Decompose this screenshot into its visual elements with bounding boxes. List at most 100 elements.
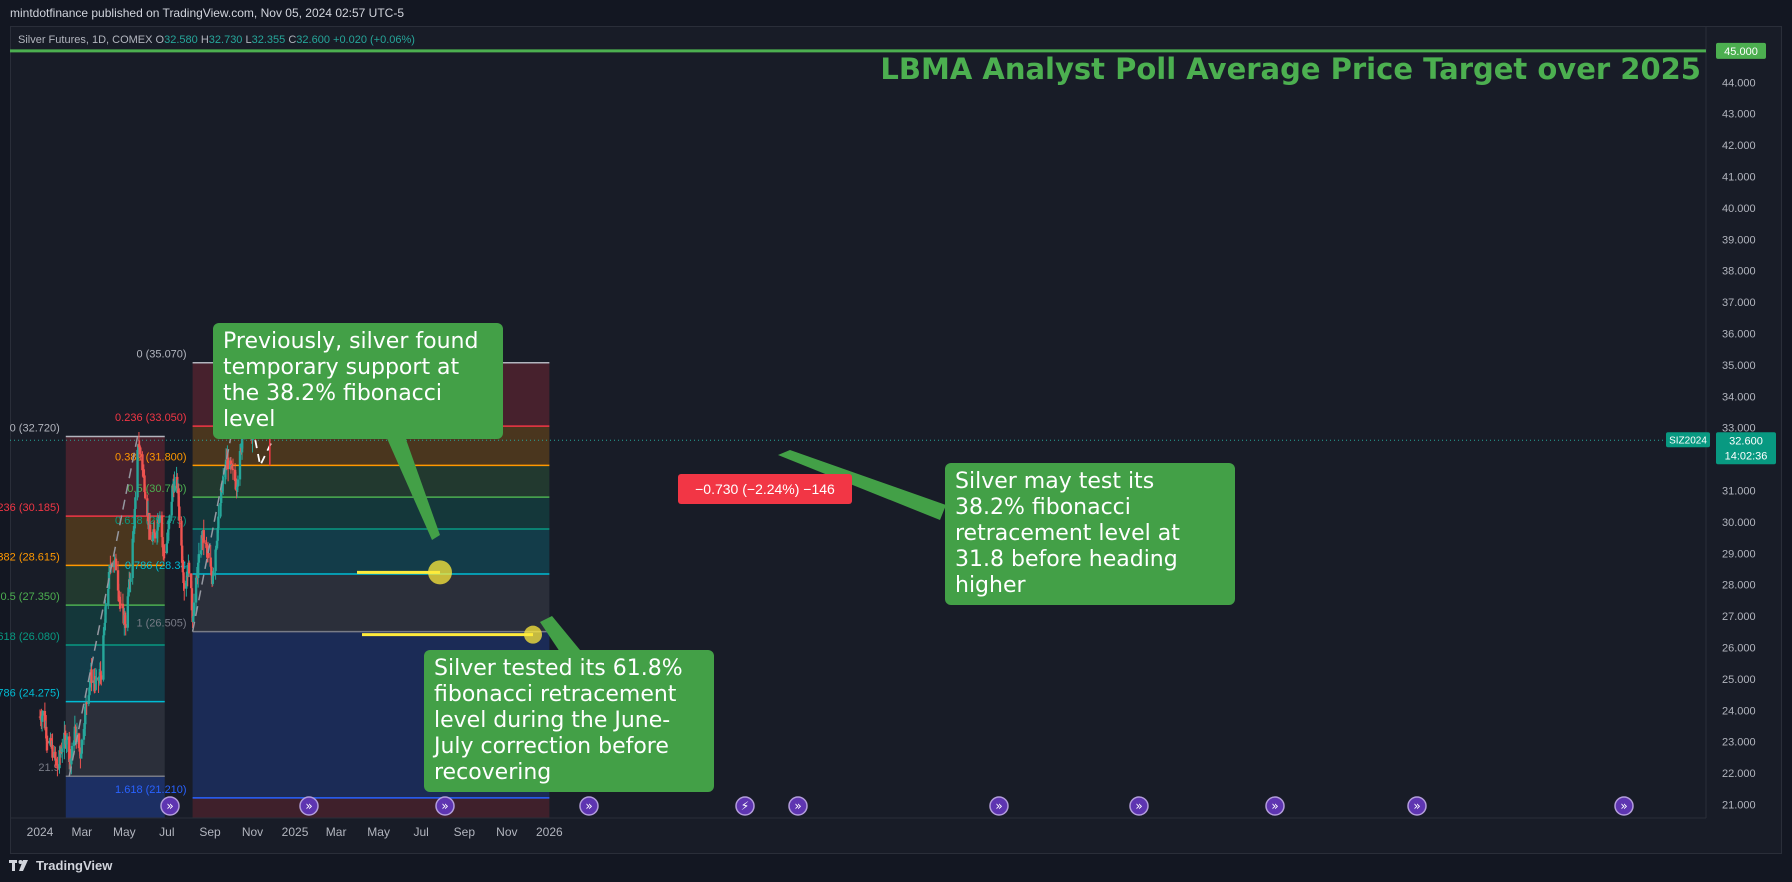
fib-zone (65, 644, 165, 702)
candle-body (137, 444, 141, 448)
last-price-badge (1716, 432, 1776, 465)
candle-body (238, 451, 242, 480)
x-tick-label: Nov (242, 825, 263, 839)
support-marker (428, 560, 452, 585)
candle-body (166, 540, 169, 544)
candle-body (112, 565, 116, 567)
candle-body (64, 734, 67, 745)
tradingview-logo-icon (9, 860, 28, 871)
symbol-legend: Silver Futures, 1D, COMEX O32.580 H32.73… (18, 34, 415, 46)
candle-body (161, 537, 164, 546)
candle-body (178, 506, 181, 521)
candle-body (215, 545, 218, 550)
candle-body (136, 449, 139, 498)
callout-pointer (778, 450, 946, 520)
candle-body (104, 605, 108, 607)
target-price-badge (1716, 42, 1766, 59)
y-tick-label: 42.000 (1722, 140, 1756, 152)
event-marker-icon (788, 796, 808, 816)
candle-body (118, 599, 122, 604)
candle-body (229, 460, 233, 466)
candle-body (221, 483, 224, 491)
event-marker-icon (435, 796, 455, 816)
candle-body (65, 736, 69, 740)
y-tick-label: 31.000 (1722, 486, 1756, 498)
candle-body (194, 577, 198, 603)
candle-body (139, 447, 142, 455)
candle-body (132, 530, 135, 539)
candle-body (155, 530, 159, 539)
candle-body (127, 579, 131, 593)
candle-body (187, 562, 191, 574)
candle-body (87, 695, 90, 704)
fib-zone (65, 605, 165, 645)
event-marker-glyph: » (585, 799, 592, 813)
candle-body (219, 490, 223, 504)
event-marker-glyph: » (1620, 799, 1627, 813)
fib-zone (192, 497, 550, 529)
candle-body (88, 687, 91, 696)
candle-body (117, 590, 120, 599)
candle-body (210, 566, 213, 576)
candle-body (83, 724, 86, 729)
brand-name: TradingView (36, 857, 113, 873)
candle-body (131, 538, 134, 579)
callout-pointer (540, 616, 580, 652)
candle-body (204, 542, 208, 544)
y-tick-label: 30.000 (1722, 517, 1756, 529)
event-marker-icon (989, 796, 1009, 816)
candle-body (127, 592, 130, 597)
y-tick-label: 22.000 (1722, 768, 1756, 780)
candle-body (104, 606, 107, 623)
low-label: L (245, 34, 252, 46)
y-tick-label: 23.000 (1722, 737, 1756, 749)
candle-body (211, 576, 215, 584)
candle-body (134, 497, 137, 509)
candle-body (182, 572, 185, 584)
y-tick-label: 37.000 (1722, 297, 1756, 309)
close-label: C (288, 34, 297, 46)
candle-body (73, 726, 77, 741)
footer-brand[interactable]: TradingView (8, 852, 112, 878)
event-marker-icon (1265, 796, 1285, 816)
fib-level-label: 0.382 (28.615) (0, 551, 60, 563)
candle-body (102, 635, 105, 680)
candle-body (94, 679, 97, 685)
open-label: O (155, 34, 165, 46)
fib-level-label: 0.5 (27.350) (0, 591, 59, 603)
y-tick-label: 36.000 (1722, 329, 1756, 341)
symbol-badge (1666, 432, 1710, 448)
candle-body (100, 675, 103, 680)
candle-body (231, 468, 235, 470)
candle-body (206, 547, 209, 553)
candle-body (153, 532, 157, 539)
candle-body (107, 588, 110, 606)
candle-body (63, 732, 67, 735)
candle-body (54, 758, 58, 760)
candle-body (79, 753, 83, 759)
candle-body (132, 528, 136, 531)
candle-body (197, 554, 201, 563)
candle-body (68, 736, 71, 762)
event-marker-glyph: » (441, 799, 448, 813)
candle-body (167, 523, 171, 530)
fib-level-label: 0 (32.720) (10, 422, 60, 434)
candle-body (46, 740, 49, 744)
candle-body (157, 518, 161, 523)
candle-body (167, 529, 170, 541)
event-marker-icon (1129, 796, 1149, 816)
candle-body (148, 524, 152, 540)
fib-level-label: 0.382 (31.800) (115, 451, 187, 463)
candle-body (124, 624, 127, 628)
candle-body (70, 745, 74, 759)
fib-zone (192, 465, 550, 498)
event-marker-icon (299, 796, 319, 816)
fib-zone (192, 528, 550, 575)
x-tick-label: Nov (496, 825, 517, 839)
fib-level-label: 1 (26.505) (136, 618, 186, 630)
candle-body (226, 457, 230, 470)
fib-zone (192, 797, 550, 818)
candle-body (116, 570, 120, 591)
y-tick-label: 29.000 (1722, 548, 1756, 560)
